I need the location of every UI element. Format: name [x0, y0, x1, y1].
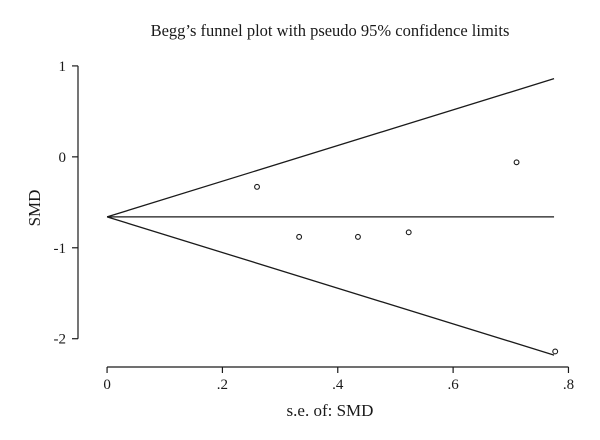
x-tick-label: .6 — [447, 377, 459, 393]
y-tick-label: -2 — [54, 332, 67, 348]
x-axis-label: s.e. of: SMD — [287, 401, 374, 420]
plot-area: 1 0 -1 -2 0 .2 .4 .6 .8 — [54, 59, 575, 393]
x-tick-label: .2 — [217, 377, 228, 393]
y-axis-label: SMD — [25, 190, 44, 227]
study-point — [405, 229, 412, 236]
study-point — [552, 348, 559, 355]
y-tick-label: -1 — [54, 241, 67, 257]
lower-confidence-limit-line — [106, 216, 555, 356]
y-tick-label: 0 — [59, 150, 67, 166]
study-point — [513, 159, 520, 166]
study-point — [355, 233, 361, 240]
study-point — [296, 233, 303, 240]
study-point — [254, 183, 260, 190]
chart-title: Begg’s funnel plot with pseudo 95% confi… — [151, 21, 510, 40]
x-tick-label: 0 — [103, 377, 111, 393]
upper-confidence-limit-line — [106, 78, 555, 218]
x-tick-label: .4 — [332, 377, 344, 393]
x-tick-label: .8 — [563, 377, 574, 393]
y-tick-label: 1 — [59, 59, 67, 75]
